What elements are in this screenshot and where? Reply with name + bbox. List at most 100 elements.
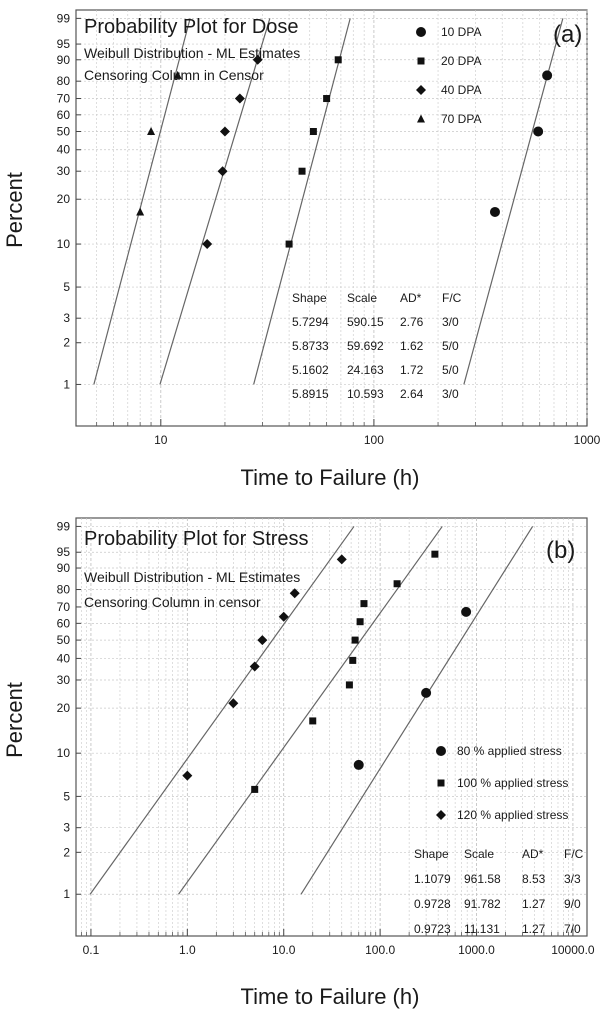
x-axis-label: Time to Failure (h) xyxy=(241,984,420,1009)
legend-marker xyxy=(416,27,426,37)
y-tick-label: 40 xyxy=(57,651,71,665)
x-tick-label: 10 xyxy=(154,433,168,447)
legend-label: 40 DPA xyxy=(441,83,481,97)
point-10-dpa xyxy=(489,206,500,217)
y-tick-label: 10 xyxy=(57,746,71,760)
chart-subtitle: Weibull Distribution - ML Estimates xyxy=(84,45,300,61)
legend-label: 10 DPA xyxy=(441,25,481,39)
point-100-applied-stress xyxy=(345,681,353,689)
fit-table-cell: 961.58 xyxy=(464,872,501,886)
legend-label: 70 DPA xyxy=(441,112,481,126)
point-100-applied-stress xyxy=(251,785,259,793)
point-80-applied-stress xyxy=(461,606,472,617)
x-tick-label: 10.0 xyxy=(272,943,296,957)
fit-table-cell: 7/0 xyxy=(564,922,581,936)
fit-table-cell: 2.76 xyxy=(400,315,424,329)
x-axis-label: Time to Failure (h) xyxy=(241,465,420,490)
point-120-applied-stress xyxy=(249,661,260,672)
y-tick-label: 99 xyxy=(57,11,71,25)
y-tick-label: 30 xyxy=(57,164,71,178)
y-tick-label: 99 xyxy=(57,519,71,533)
fit-table-cell: 5.7294 xyxy=(292,315,329,329)
fit-line-40-dpa xyxy=(159,18,271,385)
y-tick-label: 30 xyxy=(57,673,71,687)
y-tick-label: 90 xyxy=(57,53,71,67)
fit-table-cell: 3/3 xyxy=(564,872,581,886)
panel-b: 0.1 1.0 10.0 100.0 1000.0 10000.0 1 2 3 5 10 20 30 40… xyxy=(2,517,595,1009)
fit-table-header: AD* xyxy=(522,847,544,861)
y-tick-label: 2 xyxy=(63,845,70,859)
point-100-applied-stress xyxy=(356,618,364,626)
x-tick-label: 100 xyxy=(364,433,384,447)
fit-table-cell: 1.72 xyxy=(400,363,424,377)
y-tick-label: 1 xyxy=(63,887,70,901)
point-80-applied-stress xyxy=(353,759,364,770)
x-tick-label: 0.1 xyxy=(83,943,100,957)
point-20-dpa xyxy=(309,128,317,136)
legend-label: 100 % applied stress xyxy=(457,776,568,790)
legend-label: 80 % applied stress xyxy=(457,744,562,758)
fit-table-cell: 5/0 xyxy=(442,339,459,353)
fit-table-header: F/C xyxy=(564,847,584,861)
fit-line-80-applied-stress xyxy=(300,526,534,895)
fit-table-cell: 5.1602 xyxy=(292,363,329,377)
y-tick-label: 20 xyxy=(57,192,71,206)
fit-table-cell: 59.692 xyxy=(347,339,384,353)
point-10-dpa xyxy=(542,70,553,81)
y-tick-label: 50 xyxy=(57,633,71,647)
point-100-applied-stress xyxy=(431,550,439,558)
point-120-applied-stress xyxy=(182,770,193,781)
point-70-dpa xyxy=(147,127,156,136)
y-tick-label: 50 xyxy=(57,125,71,139)
chart-title: Probability Plot for Dose xyxy=(84,16,299,38)
point-40-dpa xyxy=(234,93,245,104)
point-100-applied-stress xyxy=(349,656,357,664)
point-70-dpa xyxy=(173,70,182,79)
fit-table-header: Scale xyxy=(464,847,494,861)
y-tick-label: 90 xyxy=(57,561,71,575)
y-tick-label: 5 xyxy=(63,280,70,294)
point-100-applied-stress xyxy=(393,580,401,588)
fit-table-header: Scale xyxy=(347,291,377,305)
fit-table-cell: 2.64 xyxy=(400,387,424,401)
fit-table-header: Shape xyxy=(414,847,449,861)
fit-table-header: AD* xyxy=(400,291,422,305)
point-120-applied-stress xyxy=(289,588,300,599)
point-20-dpa xyxy=(334,56,342,64)
point-40-dpa xyxy=(252,54,263,65)
panel-label: (b) xyxy=(546,537,575,564)
fit-line-100-applied-stress xyxy=(178,526,443,895)
x-tick-label: 100.0 xyxy=(365,943,395,957)
fit-table-cell: 10.593 xyxy=(347,387,384,401)
y-tick-label: 60 xyxy=(57,108,71,122)
y-axis-label: Percent xyxy=(2,172,27,248)
y-tick-label: 2 xyxy=(63,336,70,350)
chart-subtitle: Weibull Distribution - ML Estimates xyxy=(84,569,300,585)
y-tick-label: 70 xyxy=(57,92,71,106)
point-120-applied-stress xyxy=(278,611,289,622)
fit-table-cell: 0.9728 xyxy=(414,897,451,911)
fit-table-header: F/C xyxy=(442,291,462,305)
point-100-applied-stress xyxy=(309,717,317,725)
chart-subtitle: Censoring Column in censor xyxy=(84,594,261,610)
legend-marker xyxy=(416,85,426,95)
y-axis-label: Percent xyxy=(2,682,27,758)
x-tick-label: 10000.0 xyxy=(551,943,595,957)
panel-label: (a) xyxy=(553,21,582,48)
y-tick-label: 1 xyxy=(63,377,70,391)
y-tick-label: 95 xyxy=(57,37,71,51)
point-40-dpa xyxy=(219,126,230,137)
y-tick-label: 60 xyxy=(57,616,71,630)
fit-table-cell: 1.27 xyxy=(522,897,546,911)
point-100-applied-stress xyxy=(351,636,359,644)
point-70-dpa xyxy=(136,207,145,216)
fit-table-cell: 3/0 xyxy=(442,387,459,401)
y-tick-label: 95 xyxy=(57,545,71,559)
fit-table-cell: 8.53 xyxy=(522,872,546,886)
point-10-dpa xyxy=(533,126,544,137)
x-tick-label: 1.0 xyxy=(179,943,196,957)
fit-table-cell: 9/0 xyxy=(564,897,581,911)
point-20-dpa xyxy=(323,95,331,103)
point-80-applied-stress xyxy=(421,687,432,698)
